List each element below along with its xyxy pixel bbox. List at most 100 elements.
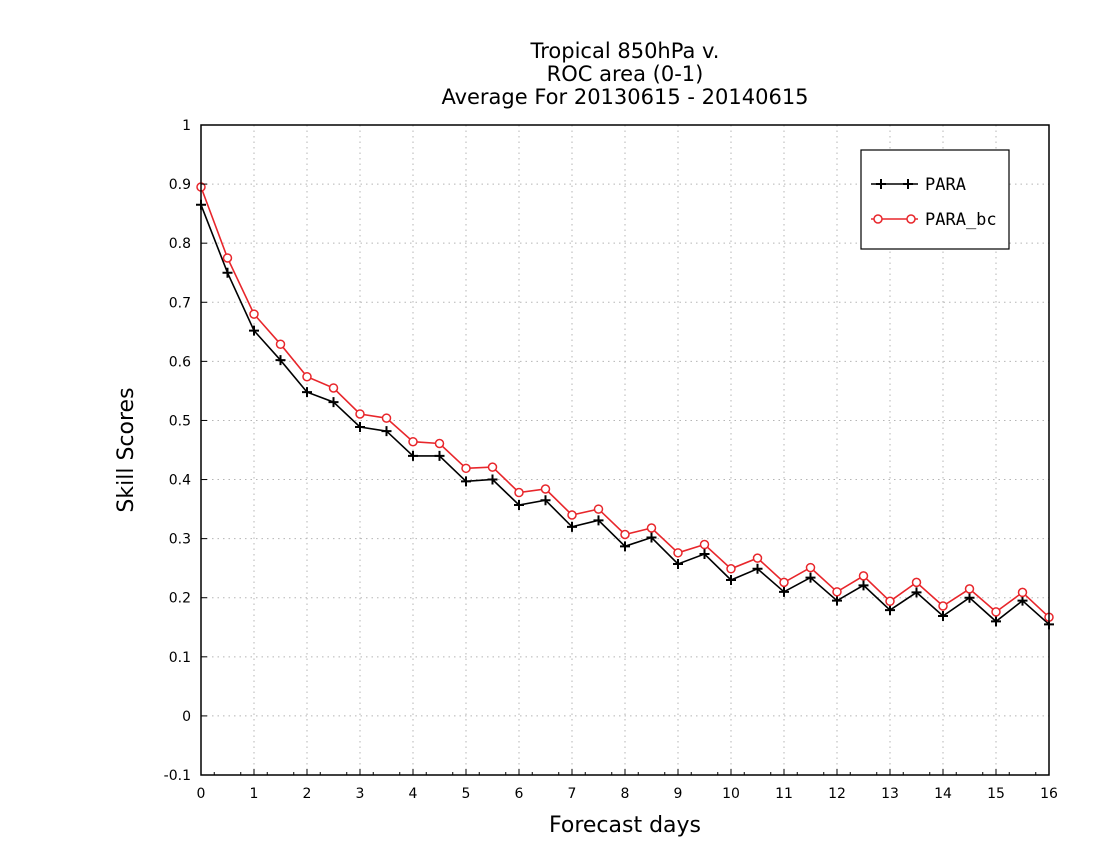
y-tick-label-11: 1 <box>182 118 191 134</box>
y-tick-label-3: 0.2 <box>169 591 191 607</box>
point-para-bc-18 <box>673 548 683 558</box>
series-para <box>196 199 1054 630</box>
point-para-bc-15 <box>593 504 604 514</box>
point-para-9 <box>434 450 445 461</box>
point-para-15 <box>593 515 604 526</box>
point-para-22 <box>779 586 789 597</box>
title-line-3: Average For 20130615 - 20140615 <box>441 85 808 109</box>
point-para-10 <box>461 476 471 487</box>
point-para-bc-27 <box>911 577 922 588</box>
point-para-bc-3 <box>275 339 286 349</box>
point-para-20 <box>726 575 736 585</box>
point-para-25 <box>858 580 869 591</box>
point-para-bc-19 <box>699 539 710 550</box>
y-tick-label-5: 0.4 <box>169 473 191 489</box>
y-tick-label-10: 0.9 <box>169 177 191 193</box>
y-tick-label-9: 0.8 <box>169 236 191 252</box>
point-para-4 <box>302 387 312 398</box>
x-tick-label-7: 7 <box>568 786 577 802</box>
point-para-3 <box>275 355 286 366</box>
point-para-bc-9 <box>434 438 445 449</box>
point-para-2 <box>249 325 259 336</box>
point-para-13 <box>540 495 551 506</box>
point-para-1 <box>222 267 233 278</box>
point-para-18 <box>673 559 683 570</box>
x-tick-label-12: 12 <box>828 786 846 802</box>
y-tick-label-6: 0.5 <box>169 413 191 429</box>
x-tick-label-16: 16 <box>1040 786 1058 802</box>
x-tick-label-1: 1 <box>250 786 259 802</box>
y-tick-label-0: -0.1 <box>164 768 191 784</box>
title-line-2: ROC area (0-1) <box>547 62 704 86</box>
point-para-5 <box>328 397 339 408</box>
point-para-6 <box>355 421 365 432</box>
legend-label-para-bc: PARA_bc <box>925 210 997 230</box>
x-tick-label-8: 8 <box>621 786 630 802</box>
point-para-bc-16 <box>620 529 630 540</box>
legend-marker-para-bc-1 <box>873 214 883 224</box>
point-para-30 <box>991 616 1001 627</box>
point-para-bc-26 <box>885 596 895 607</box>
legend-marker-para <box>876 179 913 189</box>
x-tick-label-5: 5 <box>462 786 471 802</box>
point-para-bc-4 <box>302 371 312 382</box>
x-tick-label-0: 0 <box>197 786 206 802</box>
point-para-29 <box>964 592 975 603</box>
x-tick-label-15: 15 <box>987 786 1005 802</box>
chart-title: Tropical 850hPa v. ROC area (0-1) Averag… <box>441 39 808 109</box>
point-para-23 <box>805 572 816 583</box>
series-line-para <box>200 204 1050 625</box>
y-axis-ticks: -0.1 0 0.1 0.2 0.3 0.4 0.5 0.6 0.7 0.8 0.9 1 <box>164 118 207 784</box>
point-para-bc-14 <box>567 510 577 520</box>
x-axis-label: Forecast days <box>549 813 701 838</box>
point-para-bc-28 <box>938 601 948 611</box>
point-para-8 <box>408 450 418 461</box>
x-tick-label-2: 2 <box>303 786 312 802</box>
point-para-26 <box>885 605 895 616</box>
point-para-17 <box>646 532 657 543</box>
point-para-bc-5 <box>328 383 339 393</box>
point-para-bc-7 <box>381 413 392 423</box>
point-para-bc-21 <box>752 553 763 563</box>
point-para-bc-12 <box>514 487 524 498</box>
point-para-bc-29 <box>964 584 975 594</box>
point-para-19 <box>699 549 710 559</box>
x-tick-label-6: 6 <box>515 786 524 802</box>
point-para-bc-30 <box>991 607 1001 617</box>
y-axis-label: Skill Scores <box>114 387 139 512</box>
title-line-1: Tropical 850hPa v. <box>530 39 720 63</box>
point-para-bc-11 <box>487 462 498 472</box>
x-tick-label-4: 4 <box>409 786 418 802</box>
point-para-bc-1 <box>222 253 233 263</box>
x-tick-label-10: 10 <box>722 786 740 802</box>
point-para-28 <box>938 611 948 622</box>
point-para-bc-24 <box>832 587 842 597</box>
legend-label-para: PARA <box>925 175 966 195</box>
y-tick-label-1: 0 <box>182 709 191 725</box>
x-tick-label-9: 9 <box>674 786 683 802</box>
point-para-bc-20 <box>726 564 736 574</box>
point-para-7 <box>381 426 392 437</box>
x-tick-label-13: 13 <box>881 786 899 802</box>
x-axis-ticks: 0 1 2 3 4 5 6 7 8 9 10 11 12 13 14 15 16 <box>197 769 1058 802</box>
point-para-11 <box>487 474 498 485</box>
point-para-16 <box>620 541 630 552</box>
point-para-bc-10 <box>461 463 471 474</box>
point-para-bc-22 <box>779 577 789 588</box>
x-tick-label-14: 14 <box>934 786 952 802</box>
y-tick-label-8: 0.7 <box>169 295 191 311</box>
x-tick-label-11: 11 <box>775 786 793 802</box>
point-para-bc-8 <box>408 436 418 447</box>
point-para-21 <box>752 563 763 574</box>
point-para-bc-25 <box>858 571 869 581</box>
legend-marker-para-bc-2 <box>906 214 916 224</box>
point-para-31 <box>1017 595 1028 606</box>
point-para-bc-2 <box>249 309 259 319</box>
point-para-bc-23 <box>805 562 816 573</box>
legend-box <box>860 149 1010 250</box>
y-tick-label-4: 0.3 <box>169 532 191 548</box>
y-tick-label-2: 0.1 <box>169 650 191 666</box>
series-layer <box>196 182 1054 630</box>
point-para-12 <box>514 499 524 510</box>
